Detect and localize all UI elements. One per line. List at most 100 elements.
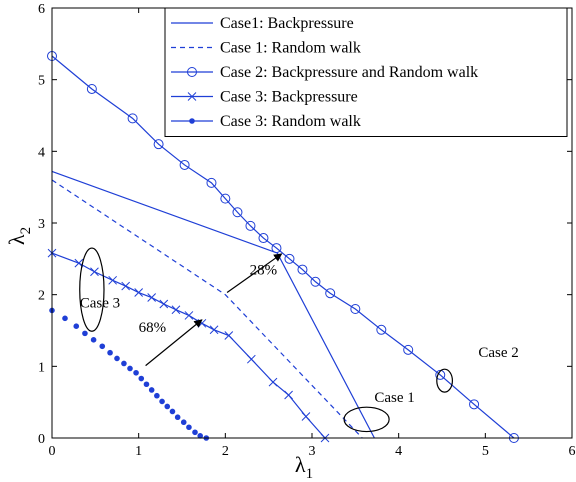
annotation-ellipse <box>79 247 105 332</box>
series-5-point <box>169 408 176 415</box>
series-4-point <box>159 299 169 309</box>
legend-label: Case 2: Backpressure and Random walk <box>220 64 478 81</box>
series-5 <box>49 307 210 441</box>
series-5-point <box>133 369 139 376</box>
series-4-line <box>51 252 326 439</box>
series-3-point <box>271 243 282 254</box>
x-marker-stroke <box>246 354 256 364</box>
series-4-point <box>108 275 118 285</box>
series-4-point <box>301 412 311 421</box>
series-4-point <box>90 267 99 277</box>
series-3-point <box>310 276 321 287</box>
series-3-point <box>258 233 269 244</box>
series-3-point <box>325 288 336 299</box>
series-5-point <box>174 414 181 421</box>
y-tick-label: 6 <box>38 2 45 17</box>
series-4-point <box>171 305 181 315</box>
x-marker-stroke <box>74 258 84 268</box>
series-3 <box>47 51 519 443</box>
annotation-arrow <box>226 253 283 294</box>
series-4-point <box>121 281 131 291</box>
series-3-point <box>245 220 256 231</box>
series-5-point <box>180 419 187 426</box>
legend-label: Case1: Backpressure <box>220 15 354 32</box>
series-4-point <box>224 331 234 340</box>
y-tick-label: 1 <box>38 360 45 375</box>
series-4-point <box>134 288 144 297</box>
x-marker-stroke <box>121 281 131 291</box>
x-tick-label: 2 <box>222 444 229 459</box>
y-tick-label: 2 <box>38 289 45 304</box>
series-5-point <box>127 365 133 372</box>
x-marker-stroke <box>147 293 157 302</box>
series-5-point <box>73 323 80 330</box>
annotation-layer: 28% 68% Case 3 Case 1 Case 2 <box>79 247 519 433</box>
legend-entry: Case 3: Backpressure <box>171 89 358 106</box>
series-4-point <box>246 354 256 364</box>
series-1-line <box>51 170 375 439</box>
x-marker-stroke <box>284 390 293 400</box>
x-marker-stroke <box>171 305 181 315</box>
series-3-point <box>376 324 387 335</box>
x-tick-label: 1 <box>135 444 142 459</box>
series-3-point <box>284 253 295 264</box>
x-marker-stroke <box>301 412 311 421</box>
x-marker-stroke <box>90 267 99 277</box>
series-4-point <box>268 377 278 387</box>
x-tick-label: 3 <box>309 444 316 459</box>
series-5-point <box>121 360 127 367</box>
series-3-point <box>206 177 217 188</box>
series-5-point <box>114 355 120 362</box>
legend-label: Case 3: Random walk <box>220 113 361 130</box>
series-4-point <box>147 293 157 302</box>
series-4-point <box>284 390 293 400</box>
legend-entry: Case1: Backpressure <box>171 15 354 32</box>
x-marker-stroke <box>108 275 118 285</box>
legend-entry: Case 2: Backpressure and Random walk <box>171 64 478 81</box>
annotation-label: Case 3 <box>80 296 120 312</box>
x-marker-stroke <box>184 311 194 320</box>
annotation-arrow <box>145 319 203 367</box>
annotation-ellipse <box>436 368 454 393</box>
series-5-point <box>99 343 106 350</box>
series-3-point <box>179 159 190 170</box>
annotation-label: Case 1 <box>374 390 414 406</box>
series-5-point <box>143 381 150 388</box>
series-5-point <box>82 330 88 337</box>
x-tick-label: 5 <box>482 444 489 459</box>
annotation-ellipse <box>343 406 390 433</box>
series-3-point <box>86 83 97 94</box>
x-tick-label: 4 <box>395 444 402 459</box>
series-5-point <box>154 392 160 399</box>
series-5-point <box>197 433 203 439</box>
x-marker-stroke <box>134 288 144 297</box>
y-tick-label: 4 <box>38 145 45 160</box>
legend-entry: Case 3: Random walk <box>171 113 361 130</box>
series-3-point <box>127 113 138 124</box>
series-3-point <box>153 139 164 150</box>
y-tick-label: 5 <box>38 74 45 89</box>
series-5-point <box>186 424 192 431</box>
series-5-point <box>90 337 97 343</box>
series-4-point <box>197 318 207 328</box>
series-4-point <box>209 325 219 335</box>
series-2 <box>51 179 363 439</box>
legend-label: Case 3: Backpressure <box>220 89 358 106</box>
series-5-point <box>192 429 198 436</box>
legend-box <box>164 7 568 137</box>
series-3-point <box>220 193 231 204</box>
annotation-label: 68% <box>139 320 167 336</box>
legend-swatch-marker <box>187 92 197 101</box>
series-3-point <box>232 207 243 218</box>
series-3-point <box>403 344 414 355</box>
series-5-point <box>138 375 145 382</box>
legend-swatch-marker <box>189 118 195 124</box>
y-axis-label: λ2 <box>4 227 34 245</box>
y-tick-label: 3 <box>38 217 45 232</box>
series-4 <box>47 248 330 443</box>
series-5-point <box>107 349 113 356</box>
series-5-point <box>62 315 68 322</box>
legend-entry: Case 1: Random walk <box>171 40 361 57</box>
x-marker-stroke <box>209 325 219 335</box>
